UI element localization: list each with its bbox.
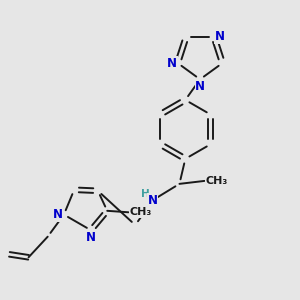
Text: N: N — [148, 194, 158, 207]
Text: CH₃: CH₃ — [206, 176, 228, 186]
Text: N: N — [167, 57, 177, 70]
Text: N: N — [195, 80, 205, 93]
Text: CH₃: CH₃ — [130, 207, 152, 217]
Text: N: N — [53, 208, 63, 221]
Text: N: N — [86, 231, 96, 244]
Text: N: N — [214, 30, 224, 43]
Text: H: H — [141, 189, 150, 199]
